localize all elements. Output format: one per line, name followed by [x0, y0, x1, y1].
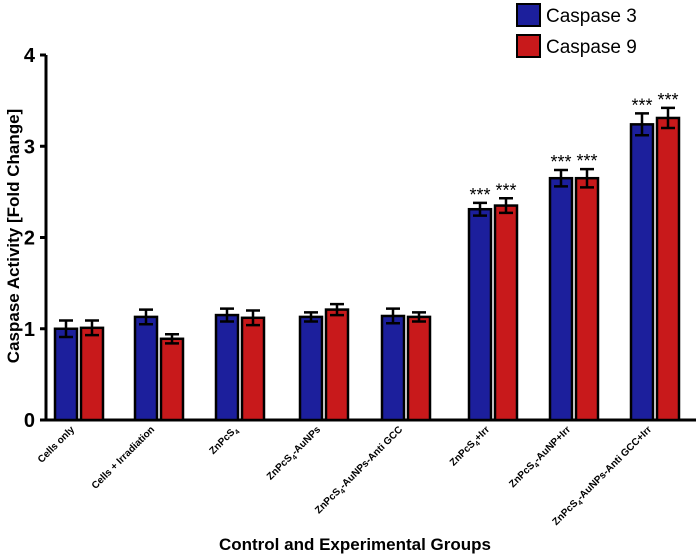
- y-tick-label: 0: [24, 410, 35, 432]
- error-bar: [386, 307, 400, 325]
- significance-label: ***: [631, 95, 652, 115]
- error-bar: [220, 307, 234, 323]
- bar-caspase-3: [214, 313, 240, 422]
- error-bar: [165, 332, 179, 345]
- error-bar: [330, 302, 344, 317]
- bar-caspase-3: [548, 176, 574, 422]
- y-tick-label: 4: [24, 45, 36, 67]
- significance-label: ***: [469, 185, 490, 205]
- bar-caspase-9: [240, 316, 266, 422]
- bar-caspase-3: [467, 207, 493, 422]
- bars-group: *** ****** ****** ***: [53, 90, 681, 422]
- legend: Caspase 3 Caspase 9: [516, 3, 637, 58]
- significance-label: ***: [576, 151, 597, 171]
- error-bar: [499, 197, 513, 215]
- bar-caspase-3: [53, 327, 79, 422]
- legend-swatch-caspase-9: [516, 34, 541, 58]
- bar-caspase-9: [493, 204, 519, 422]
- y-tick-label: 1: [24, 319, 35, 341]
- y-tick-label: 3: [24, 136, 35, 158]
- y-tick-label: 2: [24, 228, 35, 250]
- legend-swatch-caspase-3: [516, 3, 541, 27]
- x-ticks: Cells only Cells + Irradiation ZnPcS4 ZnPcS…: [36, 424, 656, 529]
- bar-caspase-9: [655, 116, 681, 422]
- x-tick-label: ZnPcS4-AuNPs-Anti GCC+Irr: [551, 424, 656, 529]
- x-tick-label: ZnPcS4-AuNPs: [265, 424, 325, 484]
- significance-label: ***: [657, 90, 678, 110]
- bar-caspase-9: [79, 326, 105, 422]
- significance-label: ***: [550, 152, 571, 172]
- bar-caspase-3: [133, 315, 159, 422]
- error-bar: [246, 309, 260, 327]
- x-tick-label: Cells + Irradiation: [90, 424, 157, 491]
- error-bar: [139, 308, 153, 326]
- error-bar: [473, 201, 487, 217]
- bar-caspase-9: [324, 308, 350, 422]
- bar-caspase-3: [629, 123, 655, 422]
- y-ticks: 0 1 2 3 4: [24, 45, 46, 432]
- legend-label-caspase-3: Caspase 3: [546, 6, 637, 27]
- bar-caspase-3: [380, 314, 406, 422]
- error-bar: [661, 106, 675, 130]
- y-axis-label: Caspase Activity [Fold Change]: [4, 109, 23, 363]
- x-axis-label: Control and Experimental Groups: [219, 535, 491, 554]
- error-bar: [580, 167, 594, 189]
- x-tick-label: ZnPcS4-AuNPs-Anti GCC: [313, 424, 406, 517]
- error-bar: [85, 319, 99, 337]
- bar-caspase-9: [159, 337, 185, 422]
- x-tick-label: ZnPcS4-AuNP+Irr: [507, 424, 574, 491]
- x-tick-label: ZnPcS4: [208, 424, 242, 458]
- error-bar: [412, 311, 426, 323]
- error-bar: [304, 311, 318, 323]
- error-bar: [59, 319, 73, 339]
- error-bar: [554, 168, 568, 188]
- x-tick-label: ZnPcS4+Irr: [448, 424, 494, 470]
- significance-label: ***: [495, 180, 516, 200]
- error-bar: [635, 112, 649, 137]
- bar-caspase-3: [298, 315, 324, 422]
- legend-label-caspase-9: Caspase 9: [546, 37, 637, 58]
- bar-caspase-9: [574, 176, 600, 422]
- x-tick-label: Cells only: [36, 424, 77, 465]
- bar-caspase-9: [406, 315, 432, 422]
